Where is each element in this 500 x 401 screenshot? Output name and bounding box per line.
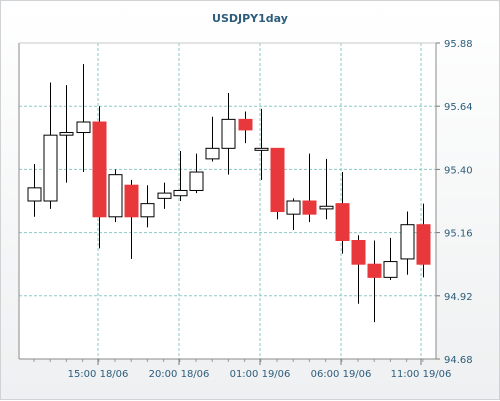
- candle-body-down: [92, 121, 107, 218]
- candle-body-up: [27, 187, 42, 202]
- candle: [286, 198, 301, 230]
- candle-body-up: [400, 224, 415, 260]
- x-tick-label: 01:00 19/06: [230, 369, 291, 380]
- candle-body-up: [221, 118, 236, 149]
- candle: [59, 85, 74, 183]
- candle: [335, 172, 350, 254]
- candle: [92, 106, 107, 249]
- candle-body-up: [76, 121, 91, 134]
- candle-body-up: [189, 171, 204, 191]
- candle-body-up: [383, 261, 398, 278]
- y-tick-label: 95.16: [444, 229, 473, 240]
- candle: [254, 108, 269, 180]
- plot-area: [19, 43, 436, 359]
- candle-body-up: [157, 192, 172, 199]
- candle: [108, 169, 123, 223]
- chart-title: USDJPY1day: [212, 12, 288, 25]
- candle-body-up: [140, 203, 155, 218]
- y-tick-label: 95.40: [444, 165, 473, 176]
- y-tick-label: 95.64: [444, 102, 473, 113]
- candle: [157, 182, 172, 209]
- candle: [189, 153, 204, 194]
- candle-body-up: [59, 132, 74, 136]
- candle-body-down: [416, 224, 431, 265]
- x-tick-label: 11:00 19/06: [391, 369, 452, 380]
- y-tick-label: 94.92: [444, 292, 473, 303]
- candle-body-down: [367, 263, 382, 278]
- candle: [140, 185, 155, 228]
- candle-body-down: [351, 240, 366, 265]
- candle-body-down: [302, 200, 317, 215]
- candle-body-up: [254, 147, 269, 151]
- candle: [76, 64, 91, 173]
- candle: [351, 235, 366, 304]
- candle: [221, 93, 236, 175]
- candle-body-down: [270, 147, 285, 213]
- candle: [173, 150, 188, 201]
- candle: [43, 82, 58, 209]
- candle-body-down: [238, 118, 253, 131]
- candle: [124, 179, 139, 259]
- candle-body-up: [108, 174, 123, 218]
- x-tick-label: 20:00 18/06: [149, 369, 210, 380]
- candle: [416, 203, 431, 278]
- candle: [270, 147, 285, 220]
- candle-body-down: [335, 203, 350, 241]
- y-tick-label: 94.68: [444, 355, 473, 366]
- candle: [302, 153, 317, 223]
- candle: [367, 240, 382, 323]
- candle-body-up: [205, 147, 220, 160]
- candle: [400, 211, 415, 275]
- y-tick-label: 95.88: [444, 39, 473, 50]
- candle-body-up: [173, 189, 188, 197]
- candle: [27, 164, 42, 217]
- candle: [238, 111, 253, 144]
- candle-body-up: [319, 205, 334, 210]
- candle: [319, 158, 334, 220]
- candle-body-up: [43, 134, 58, 202]
- x-tick-label: 06:00 19/06: [311, 369, 372, 380]
- x-tick-label: 15:00 18/06: [68, 369, 129, 380]
- candle-body-up: [286, 200, 301, 215]
- candle: [205, 116, 220, 162]
- candle-body-down: [124, 184, 139, 218]
- candle: [383, 237, 398, 280]
